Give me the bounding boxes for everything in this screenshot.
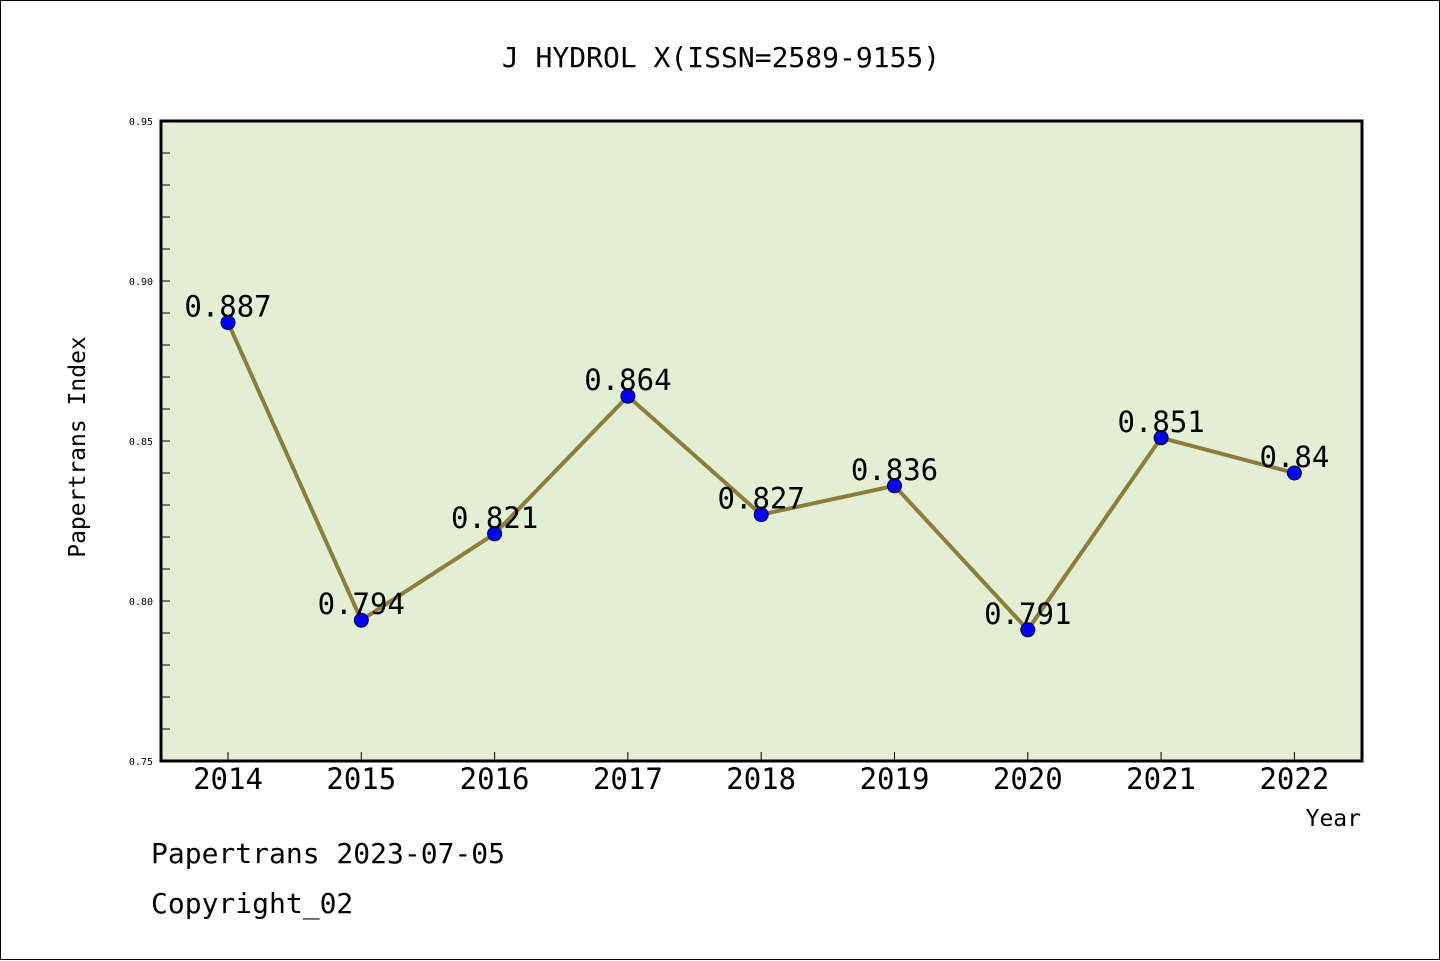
x-tick-label: 2022 (1259, 762, 1329, 796)
x-tick-label: 2017 (593, 762, 663, 796)
source-date-text: Papertrans 2023-07-05 (151, 837, 506, 870)
x-tick-label: 2019 (860, 762, 930, 796)
x-tick-label: 2021 (1126, 762, 1196, 796)
y-axis-label: Papertrans Index (65, 336, 91, 558)
x-tick-label: 2014 (193, 762, 263, 796)
y-tick-label: 0.90 (129, 277, 153, 288)
data-point-marker (753, 507, 769, 523)
series-layer: 0.887 0.794 0.821 0.864 0.827 0.836 0.791 0.851… (184, 290, 1329, 638)
data-label: 0.864 (584, 363, 671, 397)
data-label: 0.887 (184, 290, 271, 324)
data-label: 0.84 (1259, 440, 1329, 474)
data-point-marker (887, 478, 902, 494)
x-tick-label: 2016 (460, 762, 530, 796)
data-point-marker (487, 526, 503, 542)
data-point-marker (1020, 622, 1036, 638)
data-label: 0.836 (851, 453, 938, 487)
y-tick-label: 0.75 (129, 757, 153, 768)
data-point-marker (220, 315, 236, 331)
data-label: 0.827 (718, 482, 805, 516)
x-axis-label: Year (1306, 806, 1361, 832)
x-tick-label: 2015 (326, 762, 396, 796)
data-point-marker (1153, 430, 1169, 446)
data-label: 0.821 (451, 501, 538, 535)
y-tick-label: 0.95 (129, 117, 153, 128)
x-tick-label: 2020 (993, 762, 1063, 796)
x-axis-ticks: 2014 2015 2016 2017 2018 2019 2020 2021 2022 (193, 752, 1329, 796)
data-point-marker (353, 612, 369, 628)
y-tick-label: 0.80 (129, 597, 153, 608)
x-tick-label: 2018 (726, 762, 796, 796)
data-point-marker (620, 388, 636, 404)
data-label: 0.794 (318, 587, 405, 621)
y-tick-label: 0.85 (129, 437, 153, 448)
data-label: 0.851 (1117, 405, 1204, 439)
chart-title: J HYDROL X(ISSN=2589-9155) (502, 41, 940, 74)
plot-area (159, 119, 1364, 763)
copyright-text: Copyright_02 (151, 887, 354, 920)
data-point-marker (1286, 465, 1302, 481)
data-label: 0.791 (984, 597, 1071, 631)
y-axis-ticks: 0.75 0.80 0.85 0.90 0.95 (129, 117, 170, 768)
